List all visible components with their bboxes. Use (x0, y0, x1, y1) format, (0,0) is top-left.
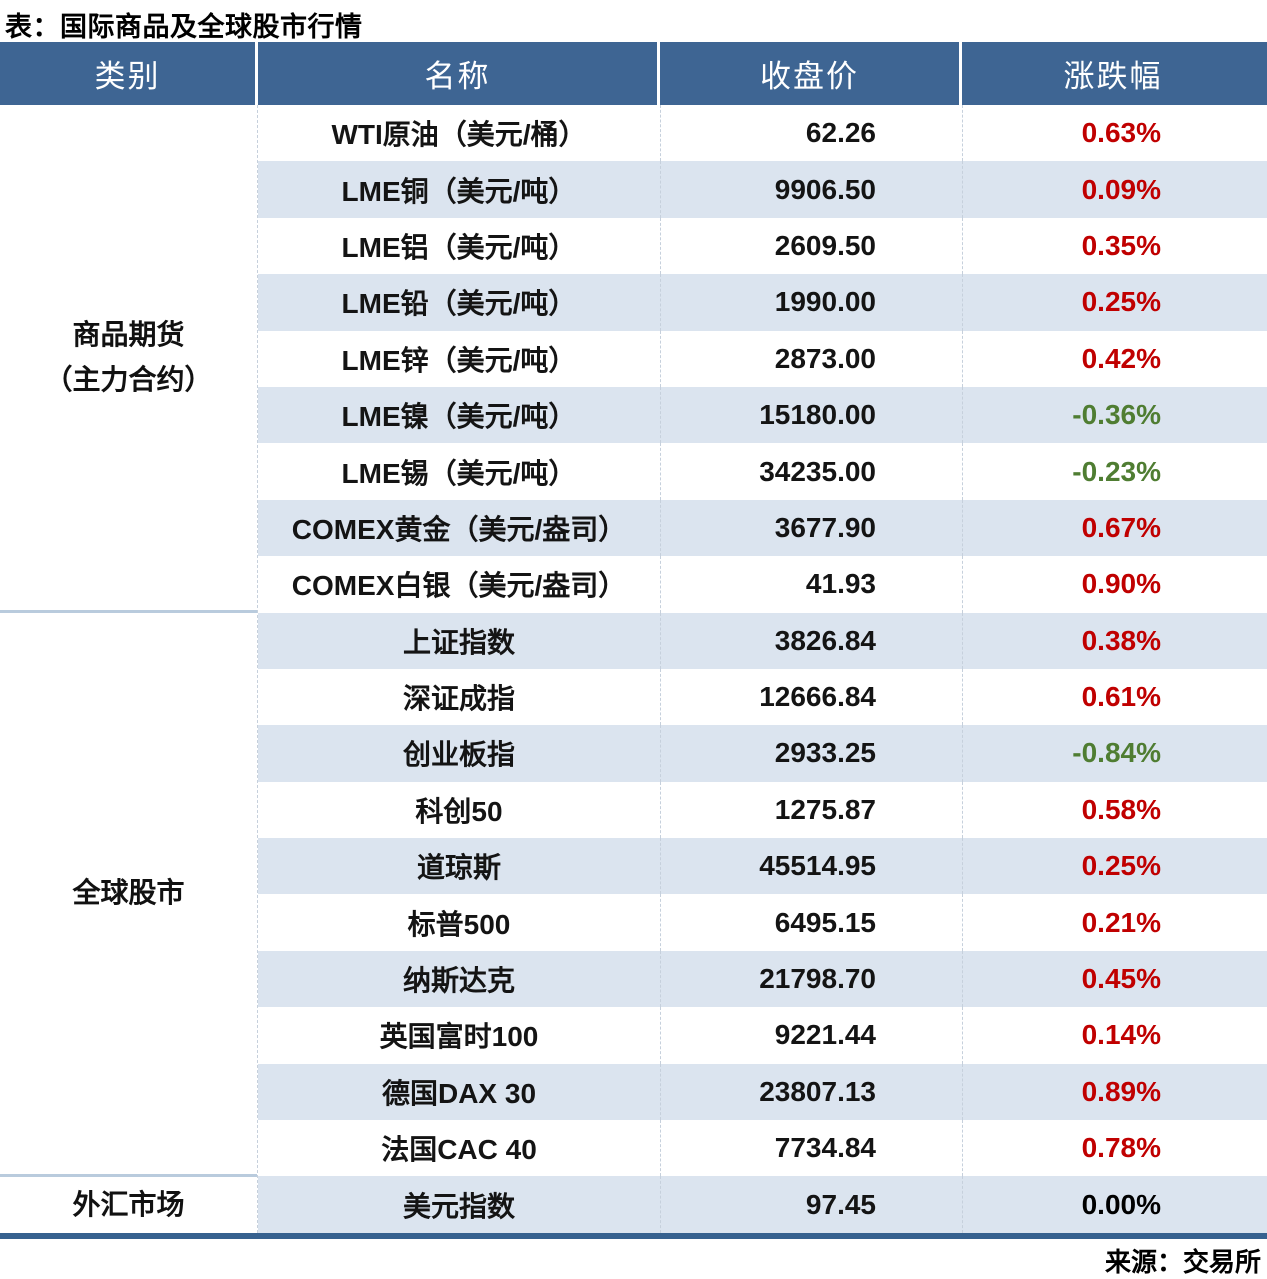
close-cell: 2933.25 (660, 725, 962, 782)
change-cell: -0.84% (962, 725, 1267, 782)
close-cell: 1990.00 (660, 274, 962, 331)
close-cell: 2873.00 (660, 330, 962, 387)
close-cell: 6495.15 (660, 894, 962, 951)
table-row: COMEX黄金（美元/盎司） 3677.90 0.67% (258, 499, 1267, 557)
name-cell: 德国DAX 30 (381, 1077, 537, 1109)
table-row: 美元指数 97.45 0.00% (258, 1176, 1267, 1233)
close-cell: 62.26 (660, 105, 962, 162)
change-cell: -0.23% (962, 443, 1267, 500)
close-cell: 41.93 (660, 556, 962, 613)
header-category: 类别 (0, 42, 258, 105)
change-cell: 0.89% (962, 1063, 1267, 1121)
close-cell: 45514.95 (660, 838, 962, 895)
table-row: LME锡（美元/吨） 34235.00 -0.23% (258, 443, 1267, 500)
table-row: 英国富时100 9221.44 0.14% (258, 1007, 1267, 1064)
name-cell: LME锌（美元/吨） (341, 344, 577, 376)
category-cell-global-stocks: 全球股市 (0, 613, 257, 1177)
close-cell: 9906.50 (660, 161, 962, 218)
name-cell: LME铅（美元/吨） (341, 288, 577, 320)
name-cell: WTI原油（美元/桶） (331, 119, 587, 151)
category-column: 商品期货 （主力合约） 全球股市 外汇市场 (0, 105, 258, 1233)
change-cell: 0.67% (962, 499, 1267, 557)
table-row: 法国CAC 40 7734.84 0.78% (258, 1120, 1267, 1177)
name-cell: 标普500 (407, 908, 511, 940)
table-row: 纳斯达克 21798.70 0.45% (258, 950, 1267, 1008)
name-cell: COMEX白银（美元/盎司） (291, 570, 627, 602)
name-cell: 纳斯达克 (402, 965, 515, 997)
table-row: 标普500 6495.15 0.21% (258, 894, 1267, 951)
table-header-row: 类别 名称 收盘价 涨跌幅 (0, 42, 1267, 105)
table-row: LME铝（美元/吨） 2609.50 0.35% (258, 217, 1267, 275)
market-table: 类别 名称 收盘价 涨跌幅 商品期货 （主力合约） 全球股市 外汇市场 WTI原… (0, 42, 1267, 1239)
change-cell: 0.63% (962, 105, 1267, 162)
source-note: 来源：交易所 (1104, 1247, 1261, 1277)
close-cell: 97.45 (660, 1176, 962, 1233)
name-cell: 美元指数 (402, 1190, 515, 1222)
change-cell: 0.00% (962, 1176, 1267, 1233)
change-cell: 0.45% (962, 950, 1267, 1008)
name-cell: 科创50 (415, 795, 503, 827)
table-row: LME锌（美元/吨） 2873.00 0.42% (258, 330, 1267, 387)
table-row: 创业板指 2933.25 -0.84% (258, 725, 1267, 782)
close-cell: 7734.84 (660, 1120, 962, 1177)
header-change: 涨跌幅 (1063, 59, 1163, 94)
change-cell: -0.36% (962, 386, 1267, 444)
name-cell: COMEX黄金（美元/盎司） (291, 513, 627, 545)
close-cell: 12666.84 (660, 668, 962, 726)
change-cell: 0.25% (962, 274, 1267, 331)
table-row: 德国DAX 30 23807.13 0.89% (258, 1063, 1267, 1121)
name-cell: LME锡（美元/吨） (341, 457, 577, 489)
table-row: LME铅（美元/吨） 1990.00 0.25% (258, 274, 1267, 331)
table-row: 科创50 1275.87 0.58% (258, 781, 1267, 839)
change-cell: 0.14% (962, 1007, 1267, 1064)
name-cell: 法国CAC 40 (381, 1134, 537, 1166)
close-cell: 15180.00 (660, 386, 962, 444)
name-cell: LME镍（美元/吨） (341, 401, 577, 433)
change-cell: 0.35% (962, 217, 1267, 275)
category-label-line: 外汇市场 (72, 1189, 185, 1221)
header-close: 收盘价 (660, 42, 962, 105)
change-cell: 0.58% (962, 781, 1267, 839)
change-cell: 0.09% (962, 161, 1267, 218)
close-cell: 21798.70 (660, 950, 962, 1008)
category-label-line: 商品期货 (72, 318, 185, 350)
name-cell: LME铝（美元/吨） (341, 231, 577, 263)
change-cell: 0.21% (962, 894, 1267, 951)
close-cell: 34235.00 (660, 443, 962, 500)
data-rows: WTI原油（美元/桶） 62.26 0.63% LME铜（美元/吨） 9906.… (258, 105, 1267, 1233)
name-cell: 上证指数 (402, 626, 515, 658)
close-cell: 23807.13 (660, 1063, 962, 1121)
header-name: 名称 (258, 42, 660, 105)
name-cell: 英国富时100 (379, 1021, 539, 1053)
change-cell: 0.78% (962, 1120, 1267, 1177)
name-cell: 道琼斯 (416, 852, 501, 884)
close-cell: 3826.84 (660, 612, 962, 669)
table-row: WTI原油（美元/桶） 62.26 0.63% (258, 105, 1267, 162)
change-cell: 0.25% (962, 838, 1267, 895)
close-cell: 9221.44 (660, 1007, 962, 1064)
page-title: 表：国际商品及全球股市行情 (5, 12, 363, 42)
name-cell: 深证成指 (402, 683, 515, 715)
table-row: LME铜（美元/吨） 9906.50 0.09% (258, 161, 1267, 218)
table-row: LME镍（美元/吨） 15180.00 -0.36% (258, 386, 1267, 444)
close-cell: 3677.90 (660, 499, 962, 557)
close-cell: 1275.87 (660, 781, 962, 839)
category-cell-forex: 外汇市场 (0, 1177, 257, 1233)
change-cell: 0.38% (962, 612, 1267, 669)
table-row: 上证指数 3826.84 0.38% (258, 612, 1267, 669)
change-cell: 0.90% (962, 556, 1267, 613)
change-cell: 0.42% (962, 330, 1267, 387)
table-row: COMEX白银（美元/盎司） 41.93 0.90% (258, 556, 1267, 613)
category-cell-commodity-futures: 商品期货 （主力合约） (0, 105, 257, 613)
change-cell: 0.61% (962, 668, 1267, 726)
category-label-line: 全球股市 (72, 877, 185, 909)
table-body: 商品期货 （主力合约） 全球股市 外汇市场 WTI原油（美元/桶） 62.26 … (0, 105, 1267, 1233)
category-label-line: （主力合约） (44, 364, 213, 396)
table-row: 道琼斯 45514.95 0.25% (258, 838, 1267, 895)
name-cell: 创业板指 (402, 739, 515, 771)
table-row: 深证成指 12666.84 0.61% (258, 668, 1267, 726)
name-cell: LME铜（美元/吨） (341, 175, 577, 207)
close-cell: 2609.50 (660, 217, 962, 275)
table-bottom-border (0, 1232, 1267, 1239)
